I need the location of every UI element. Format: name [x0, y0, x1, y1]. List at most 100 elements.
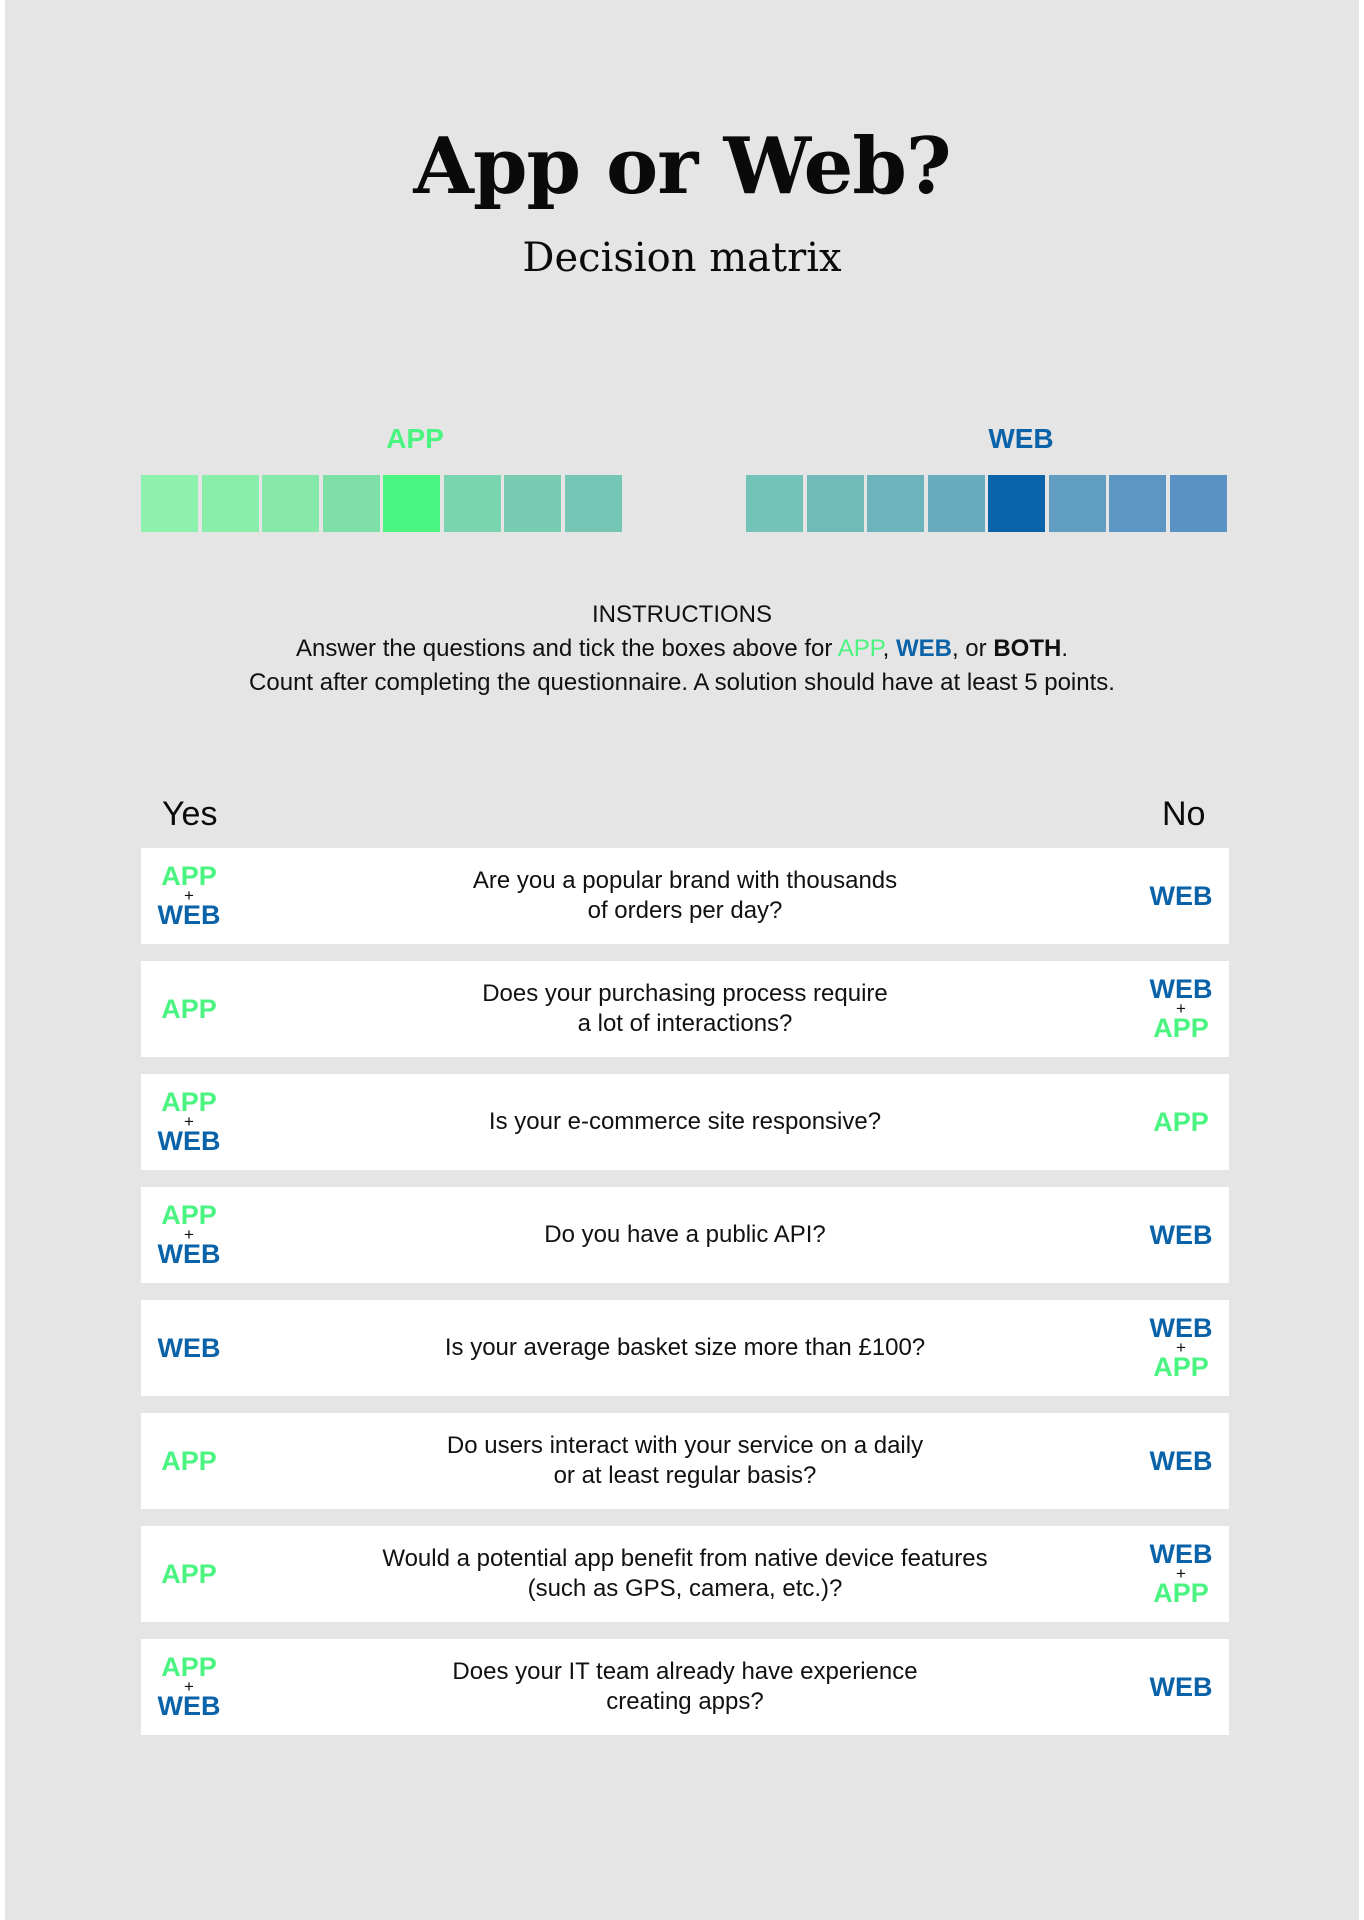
question-line: Does your IT team already have experienc… [452, 1658, 918, 1685]
app-label: APP [161, 1200, 217, 1230]
web-label: WEB [157, 1332, 221, 1363]
web-score-boxes [746, 475, 1227, 532]
question-row: APP Do users interact with your service o… [141, 1413, 1229, 1509]
instructions-both: BOTH [993, 635, 1062, 662]
plus-sign: + [184, 886, 194, 905]
web-score-box[interactable] [1048, 475, 1106, 532]
question-text: Would a potential app benefit from nativ… [341, 1526, 1029, 1622]
question-line: or at least regular basis? [553, 1462, 817, 1489]
plus-sign: + [1176, 999, 1186, 1018]
instructions-separator: , [882, 635, 896, 662]
plus-sign: + [184, 1112, 194, 1131]
web-label: WEB [1149, 1313, 1213, 1343]
question-text: Does your IT team already have experienc… [341, 1639, 1029, 1735]
question-line: Is your average basket size more than £1… [444, 1334, 926, 1361]
question-line: Do you have a public API? [544, 1221, 826, 1248]
instructions: INSTRUCTIONS Answer the questions and ti… [5, 598, 1359, 700]
question-line: (such as GPS, camera, etc.)? [527, 1575, 843, 1602]
question-text: Is your average basket size more than £1… [341, 1300, 1029, 1396]
web-score-box[interactable] [867, 475, 924, 532]
yes-answer: APP + WEB [141, 848, 237, 944]
no-answer: WEB [1133, 848, 1229, 944]
app-score-box[interactable] [141, 475, 198, 532]
instructions-web: WEB [895, 635, 952, 662]
instructions-line-1: Answer the questions and tick the boxes … [5, 632, 1359, 666]
app-label: APP [1153, 1106, 1209, 1137]
web-label: WEB [157, 1691, 221, 1721]
instructions-heading: INSTRUCTIONS [592, 601, 772, 628]
web-score-box[interactable] [806, 475, 864, 532]
app-score-box[interactable] [564, 475, 622, 532]
app-score-box[interactable] [201, 475, 259, 532]
question-line: Are you a popular brand with thousands [472, 867, 898, 894]
no-answer: WEB [1133, 1187, 1229, 1283]
web-label: WEB [1149, 880, 1213, 911]
question-row: APP + WEB Do you have a public API? WEB [141, 1187, 1229, 1283]
plus-sign: + [1176, 1338, 1186, 1357]
yes-answer: APP [141, 1413, 237, 1509]
web-score-box[interactable] [988, 475, 1045, 532]
question-line: a lot of interactions? [577, 1010, 793, 1037]
web-label: WEB [1149, 1219, 1213, 1250]
instructions-text: Answer the questions and tick the boxes … [296, 635, 838, 662]
app-score-box[interactable] [262, 475, 319, 532]
web-label: WEB [1149, 974, 1213, 1004]
app-label: APP [1153, 1352, 1209, 1382]
question-line: Would a potential app benefit from nativ… [382, 1545, 988, 1572]
question-line: creating apps? [606, 1688, 764, 1715]
no-answer: APP [1133, 1074, 1229, 1170]
app-score-box[interactable] [322, 475, 380, 532]
question-row: APP Does your purchasing process require a… [141, 961, 1229, 1057]
app-score-boxes [141, 475, 622, 532]
web-score-box[interactable] [746, 475, 803, 532]
question-table: APP + WEB Are you a popular brand with thou… [141, 848, 1229, 1752]
web-label: WEB [1149, 1539, 1213, 1569]
question-text: Are you a popular brand with thousands of… [341, 848, 1029, 944]
app-label: APP [161, 861, 217, 891]
no-answer: WEB + APP [1133, 1526, 1229, 1622]
yes-answer: WEB [141, 1300, 237, 1396]
question-row: APP + WEB Does your IT team already have ex… [141, 1639, 1229, 1735]
web-label: WEB [157, 900, 221, 930]
app-label: APP [161, 1445, 217, 1476]
app-score-box[interactable] [504, 475, 561, 532]
web-label: WEB [157, 1239, 221, 1269]
yes-answer: APP + WEB [141, 1074, 237, 1170]
app-score-box[interactable] [383, 475, 440, 532]
app-score-box[interactable] [443, 475, 501, 532]
app-scale-label: APP [386, 423, 444, 454]
web-score-box[interactable] [1109, 475, 1166, 532]
web-score-box[interactable] [927, 475, 985, 532]
no-answer: WEB + APP [1133, 1300, 1229, 1396]
no-column-header: No [1162, 795, 1206, 833]
yes-answer: APP + WEB [141, 1639, 237, 1735]
app-label: APP [161, 1652, 217, 1682]
page-title: App or Web? [413, 121, 951, 212]
web-scale-label: WEB [988, 423, 1054, 454]
no-answer: WEB [1133, 1639, 1229, 1735]
question-line: Is your e-commerce site responsive? [488, 1108, 882, 1135]
yes-answer: APP [141, 1526, 237, 1622]
yes-answer: APP + WEB [141, 1187, 237, 1283]
question-text: Do you have a public API? [341, 1187, 1029, 1283]
question-line: Do users interact with your service on a… [446, 1432, 924, 1459]
question-text: Does your purchasing process require a lo… [341, 961, 1029, 1057]
question-text: Is your e-commerce site responsive? [341, 1074, 1029, 1170]
web-label: WEB [1149, 1671, 1213, 1702]
plus-sign: + [1176, 1564, 1186, 1583]
instructions-separator: , or [951, 635, 994, 662]
question-line: of orders per day? [587, 897, 783, 924]
question-text: Do users interact with your service on a… [341, 1413, 1029, 1509]
web-label: WEB [1149, 1445, 1213, 1476]
question-line: Does your purchasing process require [482, 980, 888, 1007]
question-row: WEB Is your average basket size more than… [141, 1300, 1229, 1396]
app-label: APP [1153, 1013, 1209, 1043]
web-score-box[interactable] [1169, 475, 1227, 532]
app-label: APP [161, 1087, 217, 1117]
question-row: APP + WEB Is your e-commerce site responsiv… [141, 1074, 1229, 1170]
yes-answer: APP [141, 961, 237, 1057]
question-row: APP Would a potential app benefit from na… [141, 1526, 1229, 1622]
yes-column-header: Yes [162, 795, 218, 833]
question-row: APP + WEB Are you a popular brand with thou… [141, 848, 1229, 944]
no-answer: WEB [1133, 1413, 1229, 1509]
